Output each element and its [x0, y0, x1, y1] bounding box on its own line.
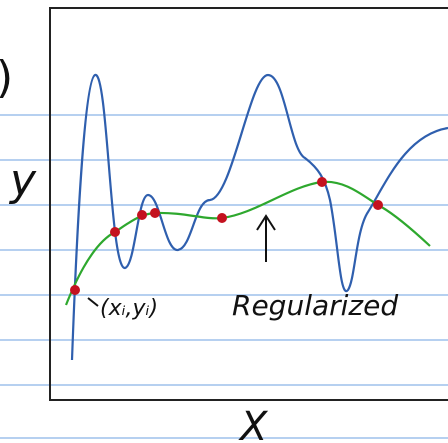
- axes-box: [49, 7, 448, 401]
- pointer-tick: [87, 297, 99, 307]
- y-label: y: [8, 155, 37, 206]
- x-label: X: [238, 404, 269, 443]
- paper-lines: [0, 114, 448, 439]
- arrow: [256, 214, 276, 262]
- point-label: (xᵢ,yᵢ): [100, 296, 158, 321]
- overfit-curve: [70, 73, 448, 361]
- fragment: ): [0, 52, 13, 103]
- data-points: [70, 177, 383, 295]
- curve-label: Regularized: [232, 289, 398, 322]
